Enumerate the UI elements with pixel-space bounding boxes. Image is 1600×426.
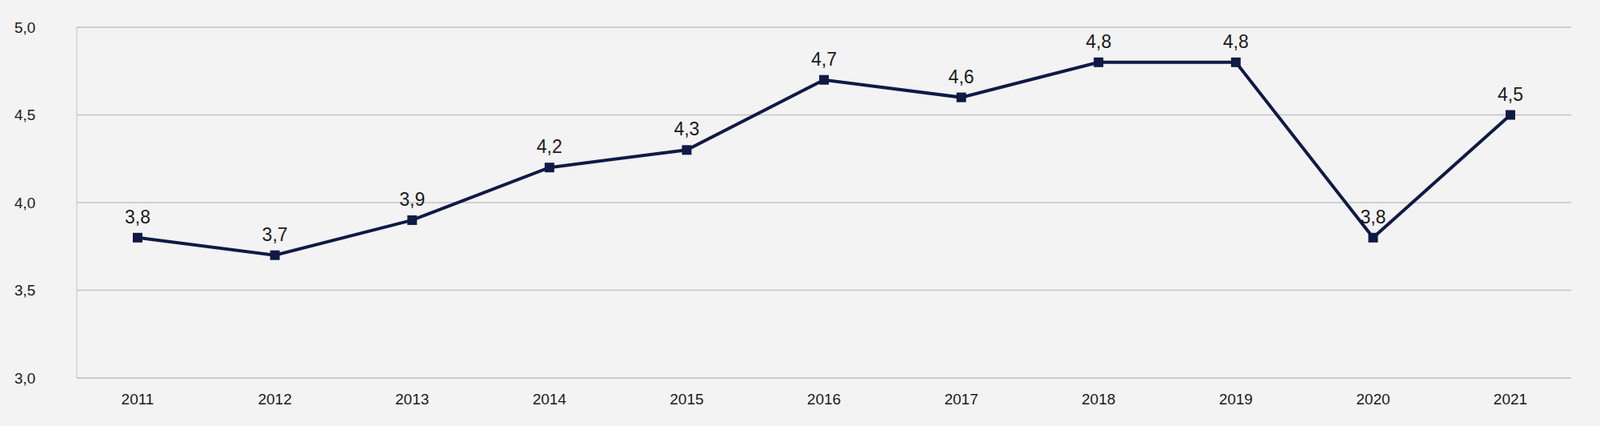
svg-text:4,3: 4,3 [673,118,700,140]
svg-text:3,9: 3,9 [399,188,425,210]
svg-text:3,8: 3,8 [1360,206,1386,228]
svg-text:2015: 2015 [669,390,704,408]
svg-text:3,5: 3,5 [14,281,36,299]
svg-text:2020: 2020 [1356,390,1390,408]
svg-text:4,7: 4,7 [811,48,837,70]
svg-text:2018: 2018 [1081,390,1116,408]
svg-text:5,0: 5,0 [14,19,36,36]
svg-text:2013: 2013 [395,390,429,408]
svg-text:2017: 2017 [944,390,978,408]
svg-text:2019: 2019 [1219,390,1253,408]
svg-text:2021: 2021 [1493,390,1528,408]
svg-text:4,8: 4,8 [1223,31,1249,52]
svg-text:3,7: 3,7 [262,224,288,245]
svg-text:2012: 2012 [257,390,292,408]
svg-text:2016: 2016 [807,390,841,408]
svg-text:2011: 2011 [121,390,155,408]
svg-text:4,5: 4,5 [1497,84,1524,105]
svg-text:4,0: 4,0 [14,194,36,212]
svg-text:4,6: 4,6 [948,66,975,88]
svg-text:2014: 2014 [532,390,568,408]
svg-text:3,0: 3,0 [14,369,36,387]
svg-text:3,8: 3,8 [124,206,151,228]
svg-text:4,8: 4,8 [1085,31,1112,52]
svg-text:4,2: 4,2 [536,136,563,157]
svg-text:4,5: 4,5 [14,106,36,124]
